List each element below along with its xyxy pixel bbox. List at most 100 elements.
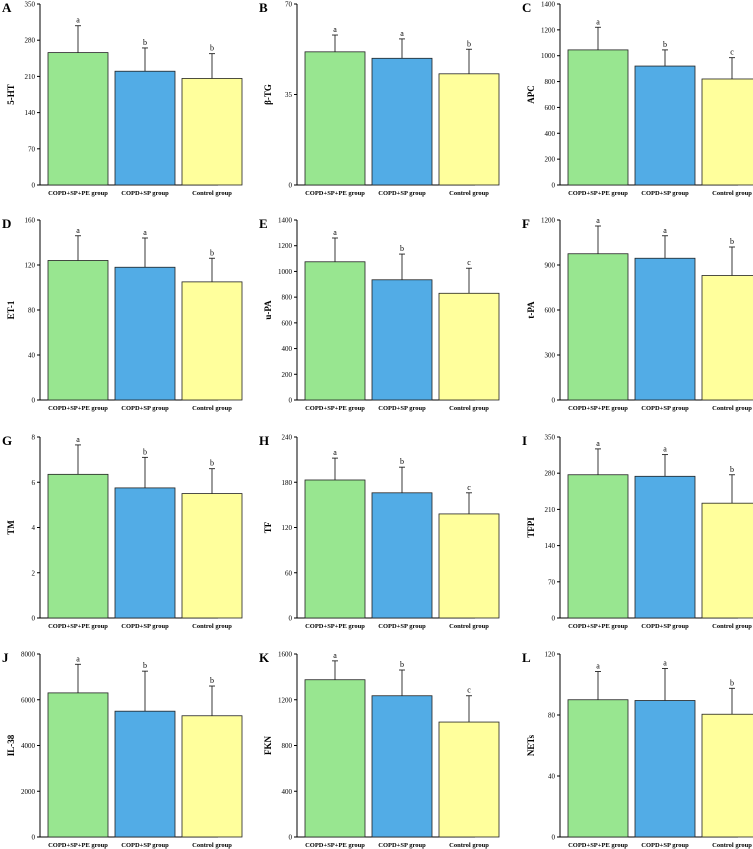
y-tick-label: 350: [25, 1, 36, 9]
panel-letter: K: [259, 650, 270, 665]
y-tick-label: 4: [32, 524, 36, 532]
panel-f: Ft-PA 0 300 600 900 1200 a COPD+SP+PE group a COP…: [522, 216, 753, 412]
significance-letter: a: [76, 16, 80, 25]
significance-letter: a: [663, 658, 667, 667]
y-tick-label: 8000: [21, 651, 36, 659]
y-axis-label: IL-38: [6, 734, 16, 756]
panel-letter: J: [2, 650, 9, 665]
x-category-label: Control group: [712, 842, 752, 849]
x-category-label: Control group: [712, 623, 752, 630]
panel-letter: L: [522, 650, 531, 665]
significance-letter: a: [76, 654, 80, 663]
panel-letter: F: [522, 216, 530, 231]
significance-letter: b: [210, 44, 214, 53]
x-category-label: COPD+SP+PE group: [305, 623, 365, 630]
y-tick-label: 0: [289, 615, 293, 623]
bar: [114, 266, 176, 401]
y-tick-label: 70: [548, 578, 556, 586]
x-category-label: COPD+SP group: [378, 190, 426, 197]
x-category-label: COPD+SP+PE group: [568, 623, 628, 630]
x-category-label: COPD+SP+PE group: [48, 623, 108, 630]
significance-letter: a: [663, 226, 667, 235]
bar: [371, 695, 433, 838]
significance-letter: b: [210, 676, 214, 685]
y-tick-label: 800: [282, 294, 293, 302]
y-tick-label: 40: [28, 352, 36, 360]
significance-letter: a: [333, 25, 337, 34]
y-tick-label: 1200: [541, 217, 556, 225]
y-tick-label: 2000: [21, 788, 36, 796]
y-tick-label: 600: [545, 307, 556, 315]
x-category-label: COPD+SP+PE group: [305, 190, 365, 197]
x-category-label: Control group: [192, 190, 232, 197]
x-category-label: COPD+SP group: [641, 405, 689, 412]
bar: [304, 479, 366, 619]
panel-letter: G: [2, 433, 12, 448]
y-axis-label: 5-HT: [6, 84, 16, 105]
significance-letter: b: [400, 457, 404, 466]
bar: [47, 692, 109, 838]
significance-letter: b: [400, 660, 404, 669]
panel-c: C APC 0 200 400 600 800 1000 1200 1400 a COPD+SP+PE…: [522, 0, 753, 197]
y-tick-label: 6: [32, 479, 36, 487]
x-category-label: Control group: [449, 190, 489, 197]
y-tick-label: 0: [289, 182, 293, 190]
bar: [181, 493, 243, 619]
bar: [567, 253, 629, 401]
bar: [634, 700, 696, 838]
y-tick-label: 800: [545, 78, 556, 86]
x-category-label: COPD+SP group: [641, 623, 689, 630]
significance-letter: a: [663, 445, 667, 454]
panel-letter: A: [2, 0, 12, 15]
y-tick-label: 210: [25, 73, 36, 81]
y-tick-label: 6000: [21, 696, 36, 704]
bar: [567, 49, 629, 186]
significance-letter: b: [730, 237, 734, 246]
bar: [304, 679, 366, 838]
y-tick-label: 900: [545, 262, 556, 270]
y-tick-label: 120: [545, 651, 556, 659]
panel-j: J IL-38 0 2000 4000 6000 8000 a COPD+SP+PE group…: [2, 650, 243, 849]
x-category-label: COPD+SP+PE group: [305, 405, 365, 412]
y-tick-label: 140: [25, 109, 36, 117]
significance-letter: b: [143, 38, 147, 47]
panel-letter: H: [259, 433, 269, 448]
y-tick-label: 0: [289, 397, 293, 405]
bar: [181, 78, 243, 186]
panel-letter: I: [522, 433, 527, 448]
y-tick-label: 300: [545, 352, 556, 360]
x-category-label: COPD+SP+PE group: [568, 190, 628, 197]
significance-letter: a: [596, 216, 600, 225]
bar: [371, 279, 433, 401]
x-category-label: Control group: [712, 190, 752, 197]
significance-letter: a: [333, 448, 337, 457]
y-axis-label: NETs: [526, 734, 536, 756]
y-tick-label: 200: [545, 156, 556, 164]
y-tick-label: 70: [28, 145, 36, 153]
bar: [181, 281, 243, 401]
bar: [567, 474, 629, 619]
y-tick-label: 200: [282, 371, 293, 379]
x-category-label: Control group: [192, 842, 232, 849]
bar: [701, 78, 753, 186]
bar: [701, 275, 753, 401]
significance-letter: c: [730, 48, 734, 57]
y-axis-label: t-PA: [526, 301, 536, 319]
y-tick-label: 350: [545, 434, 556, 442]
panel-l: L NETs 0 40 80 120 a COPD+SP+PE group a COPD+SP g…: [522, 650, 753, 849]
y-tick-label: 35: [285, 91, 293, 99]
y-axis-label: β-TG: [263, 84, 273, 105]
significance-letter: a: [333, 651, 337, 660]
y-tick-label: 80: [548, 712, 556, 720]
y-tick-label: 0: [552, 834, 556, 842]
significance-letter: b: [143, 447, 147, 456]
bar: [304, 51, 366, 186]
y-tick-label: 0: [32, 834, 36, 842]
panel-a: A 5-HT 0 70 140 210 280 350 a COPD+SP+PE group b CO…: [2, 0, 243, 197]
y-tick-label: 280: [25, 37, 36, 45]
y-tick-label: 400: [282, 345, 293, 353]
panel-g: G TM 0 2 4 6 8 a COPD+SP+PE group b COPD+SP group b…: [2, 433, 243, 630]
y-tick-label: 240: [282, 434, 293, 442]
y-tick-label: 1400: [278, 217, 293, 225]
significance-letter: a: [596, 439, 600, 448]
